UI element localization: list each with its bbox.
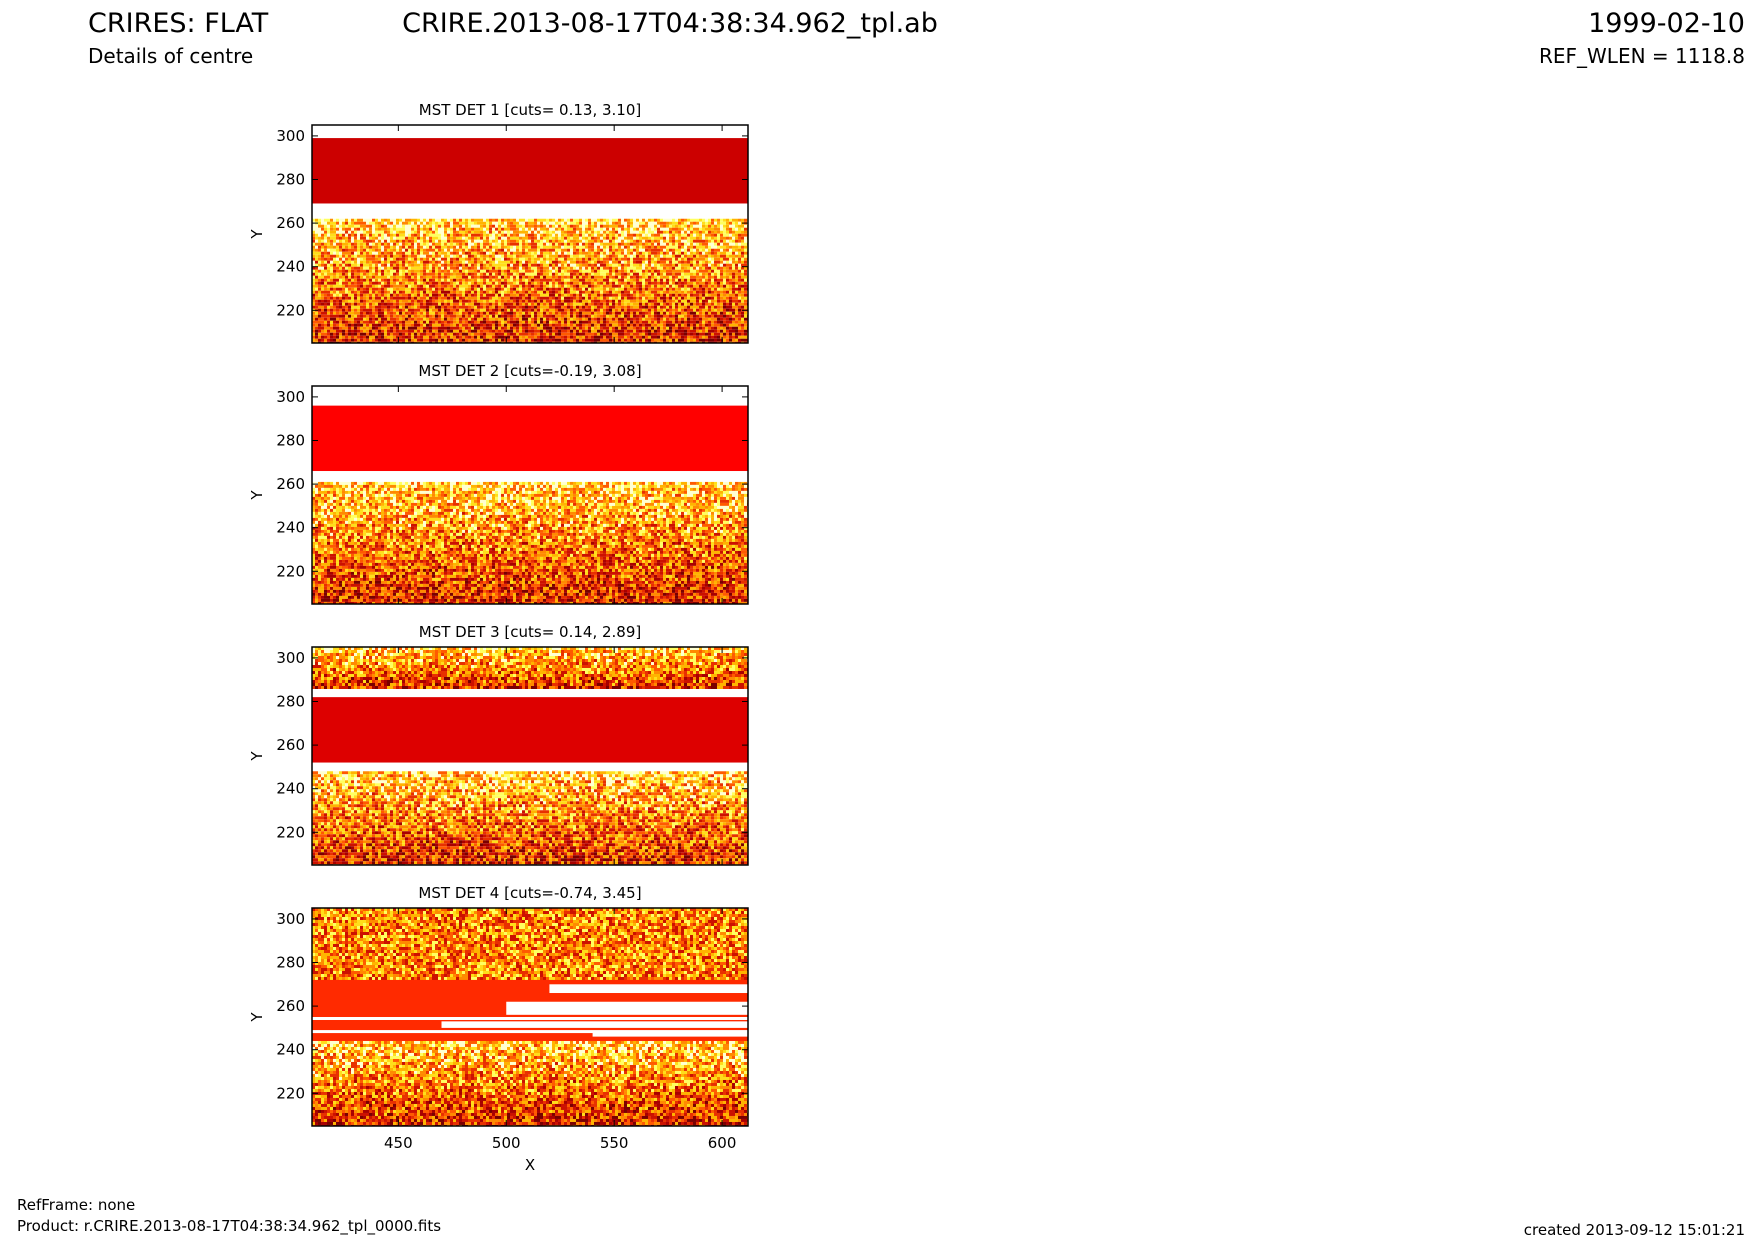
y-tick-label: 260 (276, 736, 305, 754)
panel-title: MST DET 2 [cuts=-0.19, 3.08] (418, 362, 641, 380)
y-axis-label: Y (248, 1012, 266, 1023)
y-tick-label: 280 (276, 954, 305, 972)
y-axis-label: Y (248, 751, 266, 762)
x-tick-label: 500 (492, 1134, 521, 1152)
axes-frame (311, 646, 749, 866)
white-streak (549, 984, 748, 994)
y-tick-label: 220 (276, 301, 305, 319)
y-tick-label: 300 (276, 649, 305, 667)
heatmap-image (312, 908, 748, 1126)
saturated-band (312, 138, 748, 204)
y-tick-label: 300 (276, 910, 305, 928)
y-tick-label: 300 (276, 127, 305, 145)
white-streak (312, 1030, 748, 1034)
y-tick-label: 280 (276, 432, 305, 450)
y-tick-label: 240 (276, 258, 305, 276)
heatmap-image (312, 125, 748, 343)
y-tick-label: 280 (276, 693, 305, 711)
y-tick-label: 280 (276, 171, 305, 189)
y-axis-label: Y (248, 490, 266, 501)
y-tick-label: 220 (276, 1084, 305, 1102)
white-streak (592, 1032, 748, 1037)
file-name-title: CRIRE.2013-08-17T04:38:34.962_tpl.ab (0, 8, 1340, 39)
y-tick-label: 260 (276, 997, 305, 1015)
ref-wlen-label: REF_WLEN = 1118.8 (1539, 44, 1745, 68)
x-tick-label: 600 (708, 1134, 737, 1152)
y-tick-label: 260 (276, 475, 305, 493)
panel-det-1: MST DET 1 [cuts= 0.13, 3.10] 220 240 260 280… (248, 101, 749, 344)
white-streak (441, 1021, 748, 1028)
y-tick-label: 220 (276, 562, 305, 580)
saturated-band (312, 697, 748, 763)
x-tick-label: 450 (384, 1134, 413, 1152)
axes-frame (311, 385, 749, 605)
panel-title: MST DET 3 [cuts= 0.14, 2.89] (419, 623, 642, 641)
axes-frame (311, 124, 749, 344)
y-tick-label: 300 (276, 388, 305, 406)
panel-det-3: MST DET 3 [cuts= 0.14, 2.89] 220 240 260 280… (248, 623, 749, 866)
created-label: created 2013-09-12 15:01:21 (1524, 1221, 1745, 1239)
panel-title: MST DET 4 [cuts=-0.74, 3.45] (418, 884, 641, 902)
white-streak (312, 1017, 748, 1020)
page-title: CRIRES: FLAT (88, 8, 268, 39)
white-streak (506, 1001, 748, 1015)
saturated-band (312, 405, 748, 472)
y-axis-label: Y (248, 229, 266, 240)
panel-title: MST DET 1 [cuts= 0.13, 3.10] (419, 101, 642, 119)
refframe-label: RefFrame: none (17, 1196, 135, 1214)
date-title: 1999-02-10 (1588, 8, 1745, 39)
y-tick-label: 260 (276, 214, 305, 232)
y-tick-label: 240 (276, 780, 305, 798)
panel-det-2: MST DET 2 [cuts=-0.19, 3.08] 220 240 260 280… (248, 362, 749, 605)
x-axis-label: X (525, 1156, 535, 1174)
page-subtitle: Details of centre (88, 44, 253, 68)
y-tick-label: 240 (276, 519, 305, 537)
heatmap-image (312, 647, 748, 865)
x-tick-label: 550 (600, 1134, 629, 1152)
product-label: Product: r.CRIRE.2013-08-17T04:38:34.962… (17, 1217, 441, 1235)
axes-frame (311, 907, 749, 1127)
y-tick-label: 240 (276, 1041, 305, 1059)
panel-det-4: MST DET 4 [cuts=-0.74, 3.45] 220 240 260 280… (248, 884, 749, 1174)
y-tick-label: 220 (276, 823, 305, 841)
heatmap-image (312, 386, 748, 604)
